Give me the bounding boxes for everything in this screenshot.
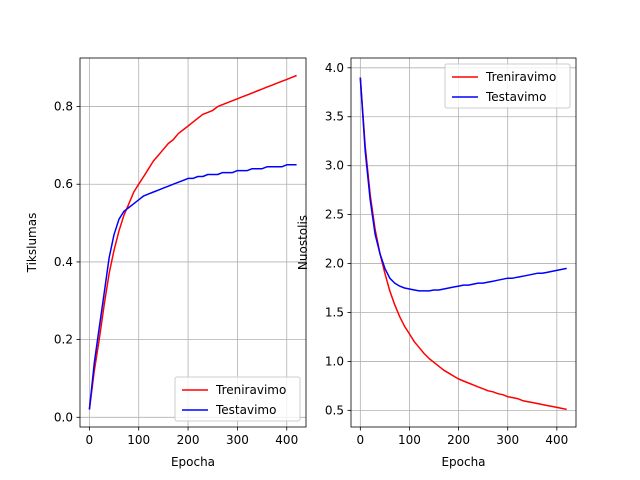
x-tick-label: 300 [496, 433, 519, 447]
y-tick-label: 4.0 [325, 61, 344, 75]
y-tick-label: 2.5 [325, 208, 344, 222]
y-axis-label: Nuostolis [296, 215, 310, 270]
series-lines [359, 77, 567, 411]
grid [80, 58, 306, 427]
plot-frame [79, 57, 307, 428]
y-ticks: 0.0 0.2 0.4 0.6 0.8 [54, 100, 80, 424]
x-tick-label: 200 [177, 433, 200, 447]
y-tick-label: 3.5 [325, 110, 344, 124]
x-tick-label: 400 [545, 433, 568, 447]
y-tick-label: 0.6 [54, 177, 73, 191]
legend-label-treniravimo: Treniravimo [215, 383, 286, 397]
x-ticks: 0 100 200 300 400 [357, 427, 568, 447]
x-tick-label: 300 [226, 433, 249, 447]
y-tick-label: 0.5 [325, 403, 344, 417]
series-line-testavimo [88, 164, 297, 410]
legend: Treniravimo Testavimo [444, 63, 571, 109]
legend: Treniravimo Testavimo [174, 376, 301, 422]
x-tick-label: 400 [275, 433, 298, 447]
x-axis-label: Epocha [441, 455, 485, 469]
grid [351, 58, 576, 427]
x-tick-label: 100 [398, 433, 421, 447]
series-lines [88, 74, 297, 410]
y-tick-label: 1.5 [325, 305, 344, 319]
series-line-treniravimo [88, 74, 297, 410]
x-tick-label: 100 [127, 433, 150, 447]
y-tick-label: 2.0 [325, 257, 344, 271]
y-tick-label: 3.0 [325, 159, 344, 173]
series-line-testavimo [359, 77, 567, 292]
y-tick-label: 0.4 [54, 255, 73, 269]
x-ticks: 0 100 200 300 400 [86, 427, 298, 447]
legend-label-testavimo: Testavimo [215, 403, 276, 417]
plot-frame [350, 57, 577, 428]
series-line-treniravimo [359, 77, 567, 411]
legend-label-testavimo: Testavimo [485, 90, 546, 104]
x-tick-label: 200 [447, 433, 470, 447]
accuracy-subplot: 0 100 200 300 400 0.0 0.2 0.4 0.6 0.8 Epocha Tik… [25, 57, 307, 469]
y-tick-label: 0.0 [54, 410, 73, 424]
legend-label-treniravimo: Treniravimo [485, 70, 556, 84]
y-ticks: 0.5 1.0 1.5 2.0 2.5 3.0 3.5 4.0 [325, 61, 351, 417]
x-tick-label: 0 [86, 433, 94, 447]
x-tick-label: 0 [357, 433, 365, 447]
y-tick-label: 1.0 [325, 354, 344, 368]
x-axis-label: Epocha [171, 455, 215, 469]
y-tick-label: 0.2 [54, 333, 73, 347]
y-tick-label: 0.8 [54, 100, 73, 114]
y-axis-label: Tikslumas [25, 213, 39, 274]
loss-subplot: 0 100 200 300 400 0.5 1.0 1.5 2.0 2.5 3.0 3.5 4.0 E… [296, 57, 577, 469]
